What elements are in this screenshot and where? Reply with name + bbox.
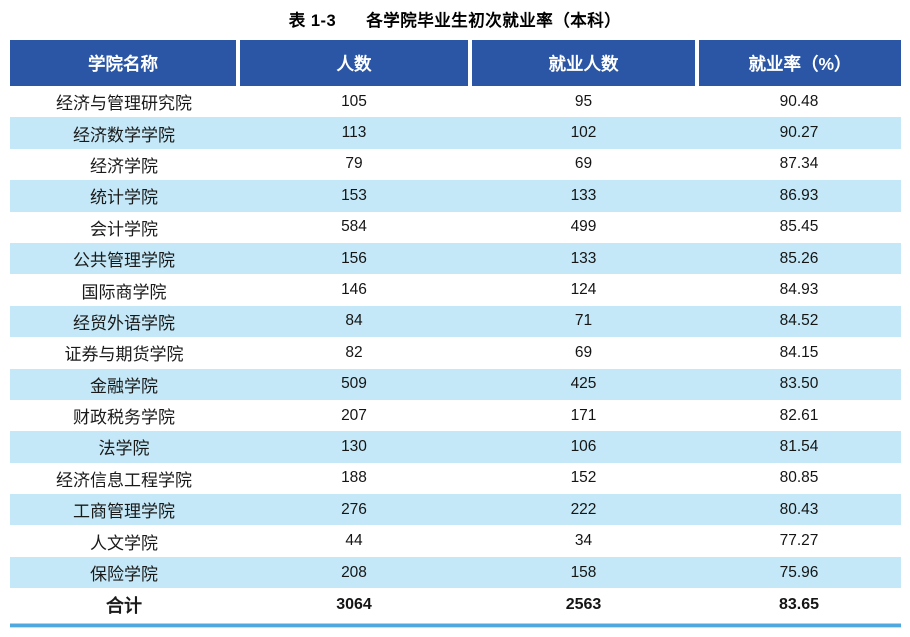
table-row: 会计学院 584 499 85.45 xyxy=(10,211,901,243)
count-cell: 208 xyxy=(238,556,470,589)
table-row: 保险学院 208 158 75.96 xyxy=(10,556,901,589)
employed-cell: 102 xyxy=(470,117,697,149)
rate-cell: 85.26 xyxy=(697,242,901,275)
employed-cell: 158 xyxy=(470,556,697,589)
rate-cell: 75.96 xyxy=(697,556,901,589)
employed-cell: 133 xyxy=(470,180,697,212)
employed-cell: 34 xyxy=(470,525,697,557)
total-employed: 2563 xyxy=(470,588,697,623)
rate-cell: 83.50 xyxy=(697,368,901,400)
college-name: 工商管理学院 xyxy=(10,494,238,526)
employed-cell: 106 xyxy=(470,431,697,463)
count-cell: 584 xyxy=(238,211,470,243)
count-cell: 84 xyxy=(238,305,470,338)
table-header: 学院名称 人数 就业人数 就业率（%） xyxy=(10,40,901,86)
rate-cell: 77.27 xyxy=(697,525,901,557)
college-name: 证券与期货学院 xyxy=(10,337,238,369)
college-name: 经济信息工程学院 xyxy=(10,462,238,495)
table-row: 法学院 130 106 81.54 xyxy=(10,431,901,463)
college-name: 经济学院 xyxy=(10,148,238,181)
table-row: 人文学院 44 34 77.27 xyxy=(10,525,901,557)
count-cell: 130 xyxy=(238,431,470,463)
table-row: 统计学院 153 133 86.93 xyxy=(10,180,901,212)
table-row: 经济与管理研究院 105 95 90.48 xyxy=(10,86,901,118)
header-count: 人数 xyxy=(238,40,472,86)
table-row: 经济学院 79 69 87.34 xyxy=(10,148,901,181)
employed-cell: 425 xyxy=(470,368,697,400)
header-rate: 就业率（%） xyxy=(697,40,901,86)
rate-cell: 80.85 xyxy=(697,462,901,495)
college-name: 法学院 xyxy=(10,431,238,463)
table-body: 经济与管理研究院 105 95 90.48 经济数学学院 113 102 90.… xyxy=(10,86,901,623)
count-cell: 153 xyxy=(238,180,470,212)
count-cell: 105 xyxy=(238,86,470,118)
rate-cell: 80.43 xyxy=(697,494,901,526)
college-name: 会计学院 xyxy=(10,211,238,243)
total-label: 合计 xyxy=(10,588,238,623)
table-row: 经济信息工程学院 188 152 80.85 xyxy=(10,462,901,495)
table-row: 证券与期货学院 82 69 84.15 xyxy=(10,337,901,369)
college-name: 公共管理学院 xyxy=(10,242,238,275)
table-row: 国际商学院 146 124 84.93 xyxy=(10,274,901,306)
total-rate: 83.65 xyxy=(697,588,901,623)
count-cell: 79 xyxy=(238,148,470,181)
employed-cell: 95 xyxy=(470,86,697,118)
college-name: 人文学院 xyxy=(10,525,238,557)
college-name: 经济数学学院 xyxy=(10,117,238,149)
college-name: 财政税务学院 xyxy=(10,399,238,432)
table-row: 工商管理学院 276 222 80.43 xyxy=(10,494,901,526)
table-row: 金融学院 509 425 83.50 xyxy=(10,368,901,400)
employed-cell: 124 xyxy=(470,274,697,306)
table-caption: 表 1-3 各学院毕业生初次就业率（本科） xyxy=(0,7,910,31)
header-college-name: 学院名称 xyxy=(10,40,240,86)
rate-cell: 84.15 xyxy=(697,337,901,369)
employed-cell: 69 xyxy=(470,148,697,181)
college-name: 经济与管理研究院 xyxy=(10,86,238,118)
rate-cell: 86.93 xyxy=(697,180,901,212)
employed-cell: 499 xyxy=(470,211,697,243)
college-name: 保险学院 xyxy=(10,556,238,589)
count-cell: 146 xyxy=(238,274,470,306)
rate-cell: 87.34 xyxy=(697,148,901,181)
count-cell: 188 xyxy=(238,462,470,495)
table-caption-label: 表 1-3 xyxy=(288,12,337,30)
count-cell: 82 xyxy=(238,337,470,369)
employed-cell: 171 xyxy=(470,399,697,432)
total-row: 合计 3064 2563 83.65 xyxy=(10,588,901,623)
rate-cell: 84.93 xyxy=(697,274,901,306)
employed-cell: 222 xyxy=(470,494,697,526)
rate-cell: 90.48 xyxy=(697,86,901,118)
table-bottom-rule xyxy=(10,623,901,628)
employment-rate-table: 学院名称 人数 就业人数 就业率（%） 经济与管理研究院 105 95 90.4… xyxy=(10,40,901,623)
count-cell: 113 xyxy=(238,117,470,149)
employed-cell: 71 xyxy=(470,305,697,338)
header-row: 学院名称 人数 就业人数 就业率（%） xyxy=(10,40,901,86)
count-cell: 207 xyxy=(238,399,470,432)
table-row: 经贸外语学院 84 71 84.52 xyxy=(10,305,901,338)
employed-cell: 69 xyxy=(470,337,697,369)
table-row: 财政税务学院 207 171 82.61 xyxy=(10,399,901,432)
rate-cell: 84.52 xyxy=(697,305,901,338)
count-cell: 156 xyxy=(238,242,470,275)
employed-cell: 133 xyxy=(470,242,697,275)
rate-cell: 81.54 xyxy=(697,431,901,463)
count-cell: 276 xyxy=(238,494,470,526)
employed-cell: 152 xyxy=(470,462,697,495)
rate-cell: 85.45 xyxy=(697,211,901,243)
college-name: 国际商学院 xyxy=(10,274,238,306)
college-name: 统计学院 xyxy=(10,180,238,212)
table-row: 公共管理学院 156 133 85.26 xyxy=(10,242,901,275)
count-cell: 509 xyxy=(238,368,470,400)
college-name: 金融学院 xyxy=(10,368,238,400)
table-caption-title: 各学院毕业生初次就业率（本科） xyxy=(366,12,622,30)
rate-cell: 82.61 xyxy=(697,399,901,432)
table-row: 经济数学学院 113 102 90.27 xyxy=(10,117,901,149)
college-name: 经贸外语学院 xyxy=(10,305,238,338)
count-cell: 44 xyxy=(238,525,470,557)
total-count: 3064 xyxy=(238,588,470,623)
rate-cell: 90.27 xyxy=(697,117,901,149)
header-employed: 就业人数 xyxy=(470,40,699,86)
